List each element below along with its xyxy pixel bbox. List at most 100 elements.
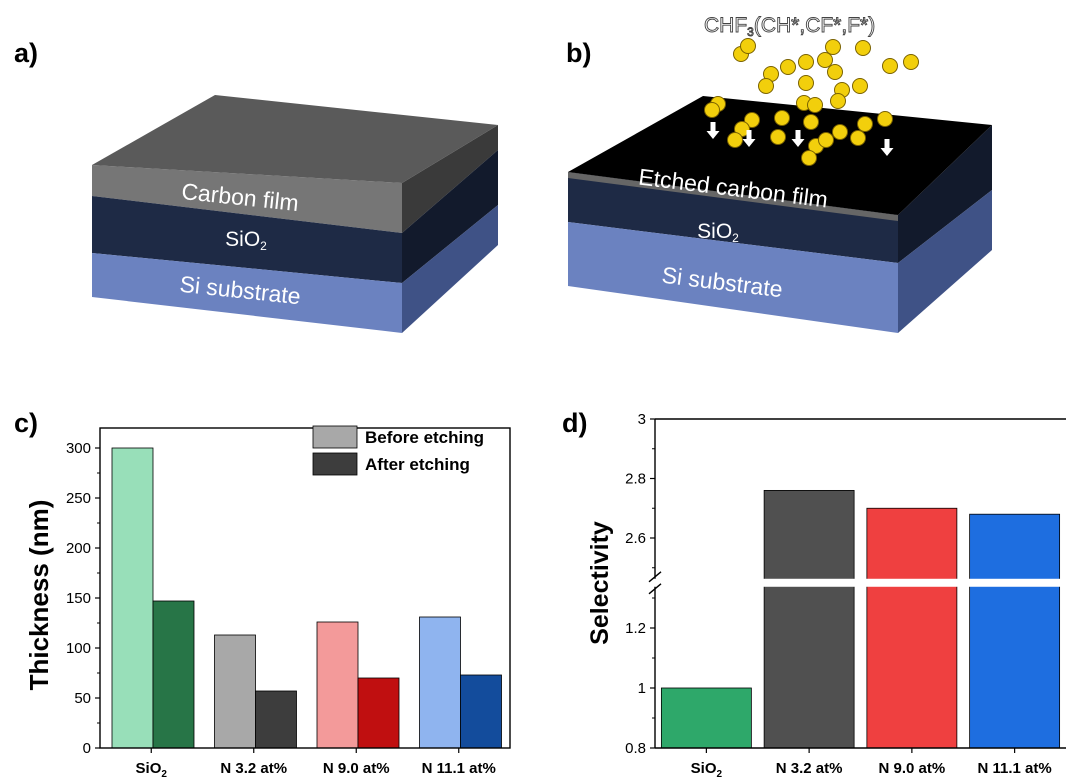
radical-particle xyxy=(818,132,834,148)
panel-label-c: c) xyxy=(14,408,38,438)
radical-particle xyxy=(852,78,868,94)
radical-particle xyxy=(827,64,843,80)
sio2-side xyxy=(402,150,498,283)
y-tick-label: 2.6 xyxy=(625,530,646,547)
panel-label-b: b) xyxy=(566,38,591,68)
bar-before-3 xyxy=(419,616,461,749)
down-arrow-icon xyxy=(791,130,805,147)
category-label: N 9.0 at% xyxy=(879,760,946,777)
radical-particle xyxy=(807,97,823,113)
legend-label: After etching xyxy=(365,455,470,474)
chart-d-ylabel: Selectivity xyxy=(586,521,614,645)
selectivity-bar-3 xyxy=(969,513,1061,749)
y-tick-label: 1 xyxy=(638,680,646,697)
carbon-film-layer xyxy=(92,165,402,233)
radical-particle xyxy=(830,93,846,109)
radical-particle xyxy=(780,59,796,75)
selectivity-bar-0 xyxy=(660,687,752,749)
radical-particle xyxy=(817,52,833,68)
si-substrate-side-b xyxy=(898,190,992,333)
y-tick-label: 50 xyxy=(74,690,91,707)
radical-particle xyxy=(877,111,893,127)
radical-particle xyxy=(801,150,817,166)
y-tick-label: 0 xyxy=(83,740,91,757)
bar-before-1 xyxy=(214,634,256,749)
radical-particle xyxy=(803,114,819,130)
y-tick-label: 300 xyxy=(66,440,91,457)
thickness-chart: SiO2 N 3.2 at% N 9.0 at% N 11.1 at% 0 50 100 15… xyxy=(66,425,511,779)
category-label: N 9.0 at% xyxy=(323,760,390,777)
bar-before-0 xyxy=(111,447,154,749)
legend-swatch xyxy=(312,425,358,449)
break-mark xyxy=(648,571,662,583)
gas-formula: CHF3(CH*,CF*,F*) xyxy=(704,14,875,39)
panel-b: b) Etched carbon film SiO2 Si substrate … xyxy=(566,14,992,333)
chart-c-ylabel: Thickness (nm) xyxy=(24,500,54,691)
bar-after-2 xyxy=(357,677,400,749)
axis-break-gap xyxy=(645,578,1066,587)
radical-particle xyxy=(798,54,814,70)
y-tick-label: 3 xyxy=(638,411,646,428)
sio2-label-b: SiO2 xyxy=(697,220,739,245)
category-label: N 11.1 at% xyxy=(422,760,496,777)
bar-before-2 xyxy=(316,621,359,749)
selectivity-chart: SiO2 N 3.2 at% N 9.0 at% N 11.1 at% 0.8 1 1.2 2… xyxy=(625,411,1066,779)
legend-label: Before etching xyxy=(365,428,484,447)
category-label: N 3.2 at% xyxy=(220,760,287,777)
radical-particle xyxy=(770,129,786,145)
panel-d: d) Selectivity SiO2 N 3.2 at% N 9.0 at% N 1… xyxy=(562,408,1066,779)
y-tick-label: 200 xyxy=(66,540,91,557)
radical-particle xyxy=(855,40,871,56)
bar-after-3 xyxy=(460,674,502,749)
panel-c: c) Thickness (nm) SiO2 N 3.2 at% N 9.0 at%… xyxy=(14,408,511,779)
panel-label-d: d) xyxy=(562,408,587,438)
radical-particle xyxy=(758,78,774,94)
sio2-label-a: SiO2 xyxy=(225,228,267,253)
y-tick-label: 2.8 xyxy=(625,471,646,488)
radical-particle xyxy=(850,130,866,146)
bar-after-0 xyxy=(152,600,195,749)
carbon-film-top xyxy=(92,95,498,183)
sio2-layer-b xyxy=(568,172,898,263)
y-tick-label: 250 xyxy=(66,490,91,507)
etched-film-edge xyxy=(568,172,898,221)
selectivity-bar-2 xyxy=(866,507,958,749)
radical-particle xyxy=(825,39,841,55)
radical-particles xyxy=(704,38,919,166)
panel-label-a: a) xyxy=(14,38,38,68)
category-label: N 11.1 at% xyxy=(978,760,1052,777)
radical-particle xyxy=(704,102,720,118)
down-arrow-icon xyxy=(742,130,756,147)
radical-particle xyxy=(774,110,790,126)
plot-frame xyxy=(99,427,511,749)
sio2-side-b xyxy=(898,125,992,263)
carbon-film-side xyxy=(402,125,498,233)
radical-particle xyxy=(903,54,919,70)
panel-a: a) Carbon film SiO2 Si substrate xyxy=(14,38,498,333)
category-label: N 3.2 at% xyxy=(776,760,843,777)
si-substrate-layer-b xyxy=(568,222,898,333)
bar-after-1 xyxy=(255,690,297,749)
category-label: SiO2 xyxy=(136,760,168,779)
radical-particle xyxy=(832,124,848,140)
y-tick-label: 0.8 xyxy=(625,740,646,757)
y-tick-label: 150 xyxy=(66,590,91,607)
radical-particle xyxy=(740,38,756,54)
radical-particle xyxy=(857,116,873,132)
down-arrow-icon xyxy=(880,139,894,156)
radical-particle xyxy=(798,75,814,91)
legend-swatch xyxy=(312,452,358,476)
radical-particle xyxy=(727,132,743,148)
si-substrate-layer xyxy=(92,253,402,333)
sio2-layer xyxy=(92,196,402,283)
radical-particle xyxy=(882,58,898,74)
radical-particle xyxy=(744,112,760,128)
etch-arrows xyxy=(706,122,894,156)
down-arrow-icon xyxy=(706,122,720,139)
break-mark xyxy=(648,583,662,595)
si-substrate-side xyxy=(402,205,498,333)
category-label: SiO2 xyxy=(691,760,723,779)
y-tick-label: 100 xyxy=(66,640,91,657)
selectivity-bar-1 xyxy=(763,489,855,749)
